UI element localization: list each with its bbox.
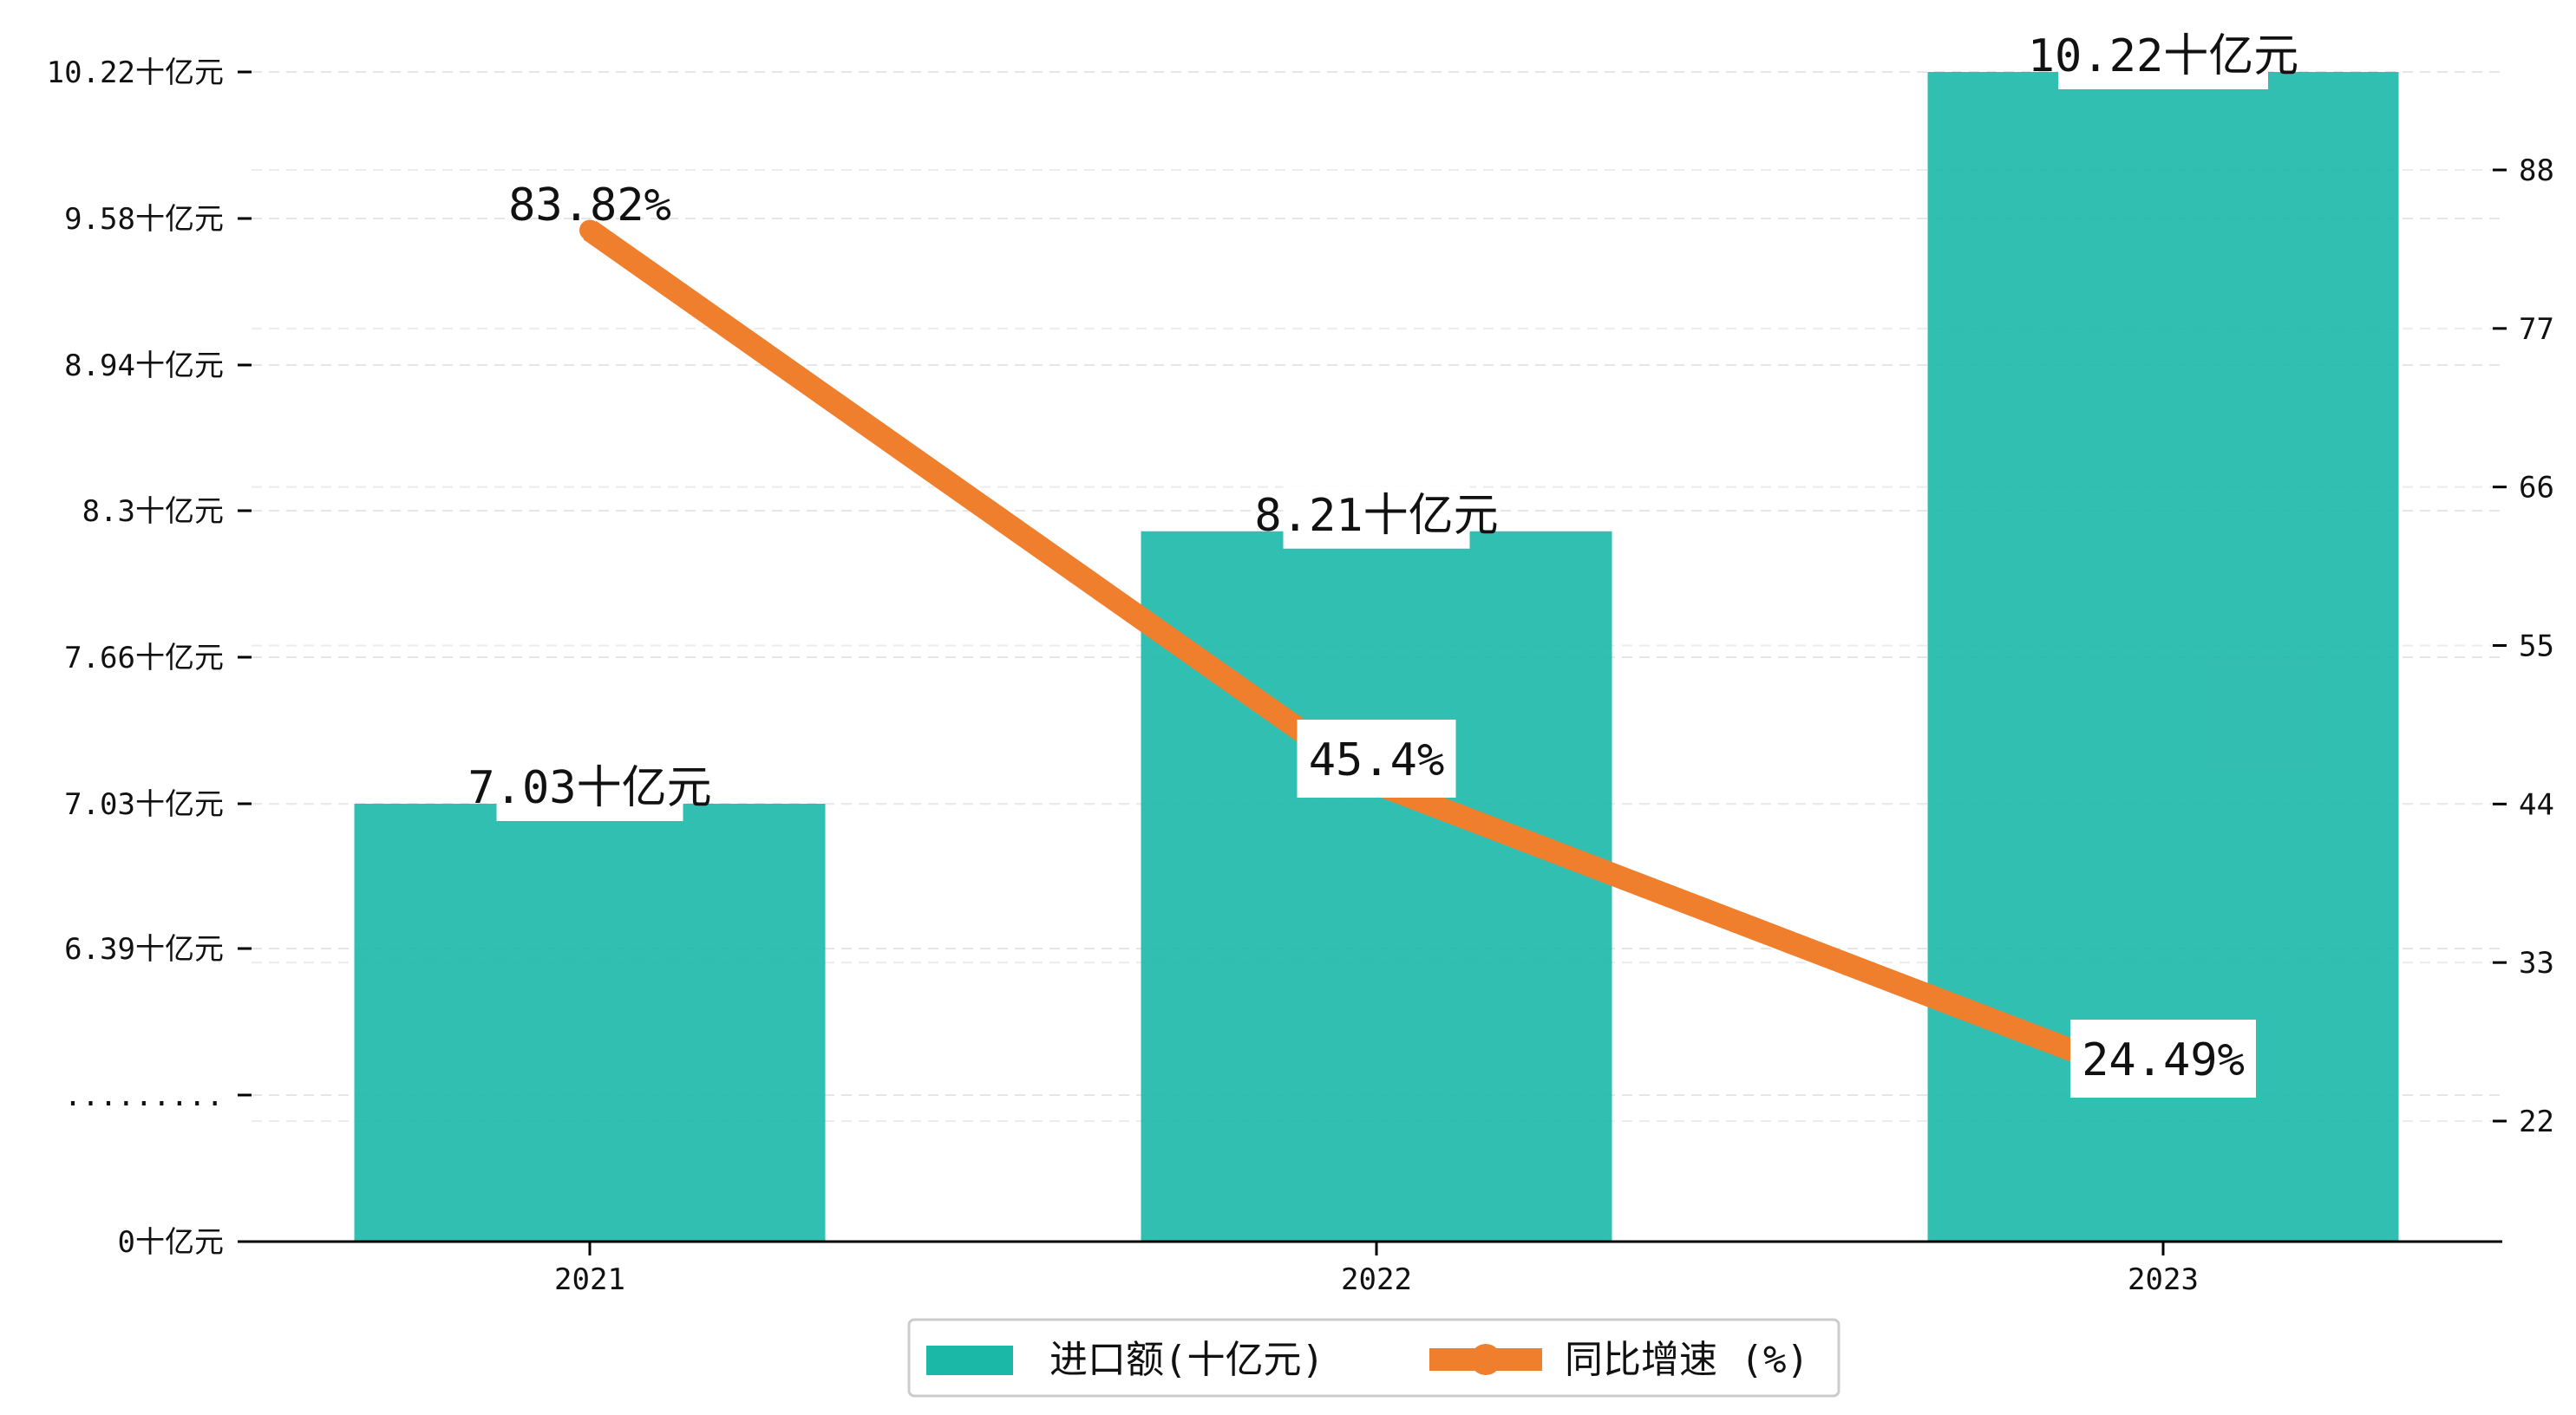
legend-swatch-marker [1470, 1344, 1501, 1375]
y-left-tick-label: 9.58十亿元 [64, 202, 224, 237]
x-tick-label: 2023 [2128, 1262, 2199, 1297]
y-right-tick-label: 55 [2519, 629, 2554, 664]
bar-label-box [2058, 27, 2268, 89]
y-right-tick-label: 44 [2519, 787, 2554, 822]
y-left-tick-label: 10.22十亿元 [47, 55, 224, 90]
y-right-tick-label: 66 [2519, 471, 2554, 505]
bar-value-label: 8.21十亿元 [1254, 490, 1498, 542]
y-left-tick-label: 7.66十亿元 [64, 641, 224, 675]
bar-value-label: 10.22十亿元 [2028, 30, 2299, 82]
data-labels: 7.03十亿元 8.21十亿元 10.22十亿元 83.82% 45.4% 24.49% [467, 27, 2298, 1098]
y-left-tick-label: ......... [64, 1079, 224, 1113]
y-left-tick-label: 7.03十亿元 [64, 787, 224, 822]
legend-label-import: 进口额(十亿元) [1049, 1338, 1324, 1382]
growth-value-label: 83.82% [508, 179, 671, 231]
line-label-box [2070, 1020, 2256, 1098]
legend-label-growth: 同比增速 (%) [1565, 1338, 1809, 1382]
growth-value-label: 45.4% [1309, 734, 1445, 786]
bar-value-label: 7.03十亿元 [467, 762, 711, 814]
y-left-tick-label: 8.94十亿元 [64, 349, 224, 383]
bar-2022 [1141, 531, 1612, 1242]
growth-point-2021 [579, 219, 600, 241]
bar-label-box [1283, 486, 1470, 549]
bar-label-box [496, 759, 683, 821]
x-tick-label: 2021 [554, 1262, 625, 1297]
legend[interactable]: 进口额(十亿元) 同比增速 (%) [907, 1318, 1840, 1398]
y-right-tick-label: 88 [2519, 153, 2554, 188]
y-right-tick-label: 77 [2519, 312, 2554, 347]
growth-value-label: 24.49% [2082, 1034, 2245, 1086]
y-right-tick-label: 22 [2519, 1105, 2554, 1139]
y-left-tick-label: 0十亿元 [118, 1225, 224, 1260]
y-left-tick-label: 6.39十亿元 [64, 932, 224, 967]
y-left-tick-label: 8.3十亿元 [82, 494, 224, 529]
line-label-box [1297, 720, 1456, 798]
legend-swatch-bar [926, 1346, 1013, 1375]
bar-2021 [354, 804, 826, 1242]
axes: 0十亿元......... 6.39十亿元 7.03十亿元 7.66十亿元 8.3十亿元… [47, 55, 2554, 1297]
x-tick-label: 2022 [1341, 1262, 1412, 1297]
y-right-tick-label: 33 [2519, 946, 2554, 981]
legend-box [907, 1318, 1840, 1398]
